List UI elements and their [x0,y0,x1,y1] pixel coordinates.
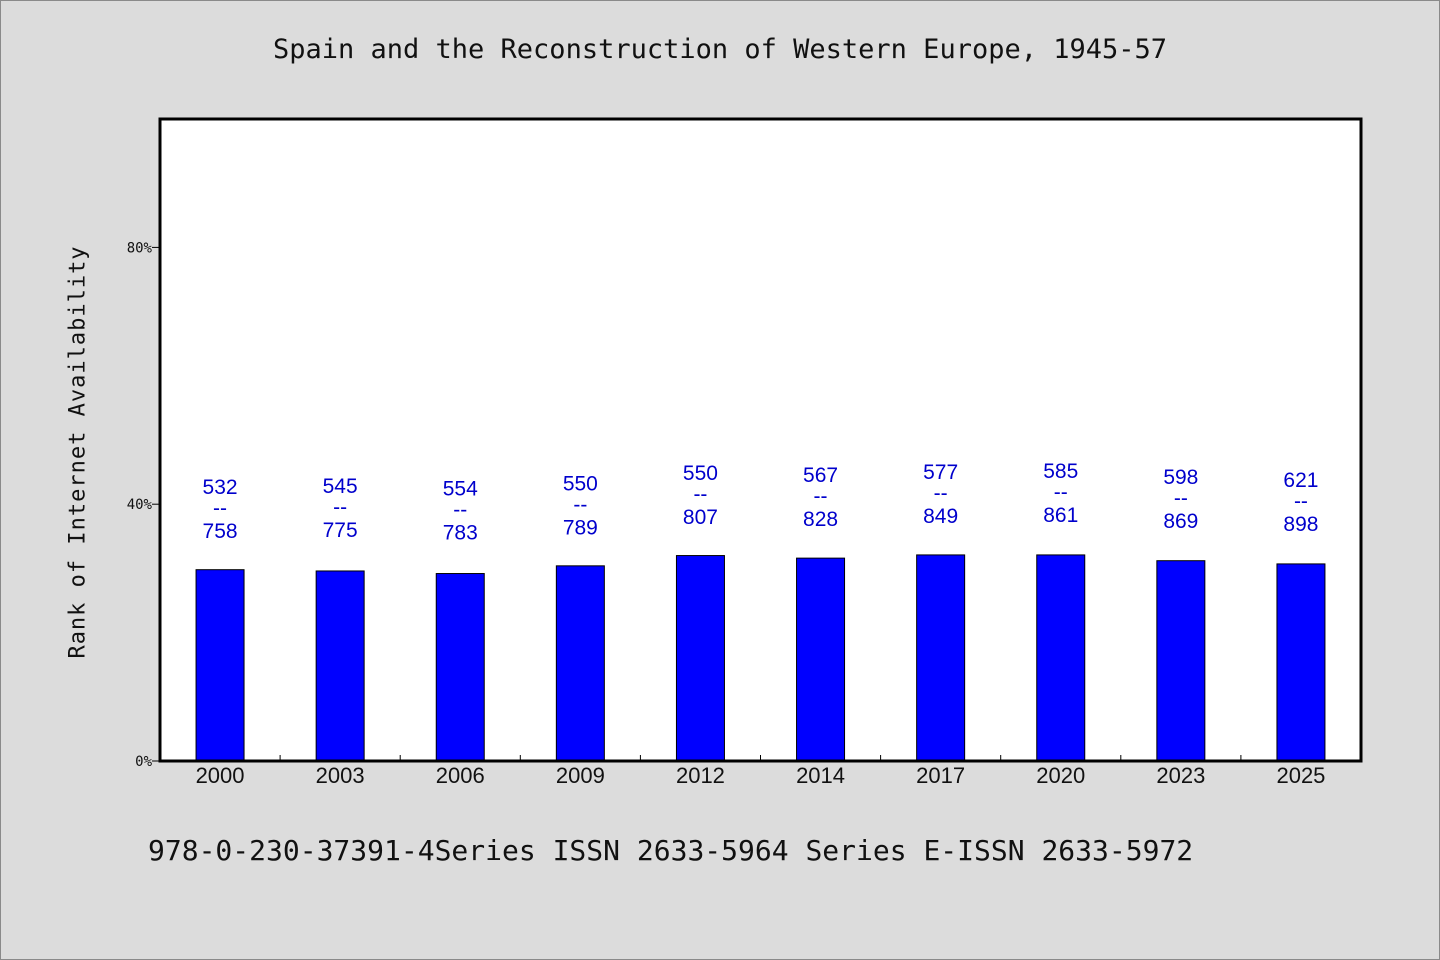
bar-2009 [555,565,605,762]
bars-layer [195,554,1326,762]
y-tick-label-80: 80% [127,240,153,256]
data-label-2009-top: 550 [563,472,598,495]
bar-2012 [675,555,725,762]
data-label-2012-mid: -- [693,483,707,506]
data-label-2000-bottom: 758 [203,520,238,543]
bar-2025 [1276,563,1326,762]
data-label-2020-bottom: 861 [1043,504,1078,527]
isbn-footer: 978-0-230-37391-4Series ISSN 2633-5964 S… [148,834,1194,867]
data-label-2000-mid: -- [213,497,227,520]
data-label-2023-bottom: 869 [1163,510,1198,533]
x-tick-label-2017: 2017 [916,763,965,788]
data-label-2020-top: 585 [1043,460,1078,483]
data-label-2017-mid: -- [934,482,948,505]
bar-2017 [916,554,966,762]
x-tick-label-2023: 2023 [1156,763,1205,788]
data-label-2014-top: 567 [803,464,838,487]
x-tick-label-2012: 2012 [676,763,725,788]
data-label-2023-mid: -- [1174,487,1188,510]
x-tick-label-2020: 2020 [1036,763,1085,788]
data-label-2017-top: 577 [923,461,958,484]
bar-2023 [1156,560,1206,762]
x-tick-label-2025: 2025 [1276,763,1325,788]
x-tick-label-2000: 2000 [196,763,245,788]
x-tick-label-2006: 2006 [436,763,485,788]
data-label-2017-bottom: 849 [923,505,958,528]
data-label-2006-bottom: 783 [443,521,478,544]
data-label-2003-bottom: 775 [323,519,358,542]
data-label-2012-top: 550 [683,462,718,485]
y-tick-label-0: 0% [135,754,152,770]
data-label-2025-mid: -- [1294,490,1308,513]
bar-2014 [796,557,846,762]
data-label-2023-top: 598 [1163,466,1198,489]
data-label-2020-mid: -- [1054,481,1068,504]
data-label-2014-bottom: 828 [803,508,838,531]
data-label-2003-top: 545 [323,475,358,498]
data-label-2025-top: 621 [1283,469,1318,492]
data-label-2025-bottom: 898 [1283,513,1318,536]
data-label-2009-bottom: 789 [563,516,598,539]
chart-title: Spain and the Reconstruction of Western … [272,34,1168,65]
bar-2020 [1036,554,1086,762]
data-label-2009-mid: -- [573,493,587,516]
data-label-2000-top: 532 [203,476,238,499]
plot-border [158,117,1363,763]
data-label-2006-mid: -- [453,498,467,521]
data-label-2012-bottom: 807 [683,506,718,529]
bar-2006 [435,573,485,762]
bar-2000 [195,569,245,762]
data-label-2003-mid: -- [333,496,347,519]
bar-2003 [315,570,365,762]
data-labels-layer: 532--758545--775554--783550--789550--807… [203,460,1319,544]
x-tick-label-2009: 2009 [556,763,605,788]
y-tick-label-40: 40% [127,497,153,513]
data-label-2006-top: 554 [443,477,478,500]
data-label-2014-mid: -- [814,485,828,508]
x-tick-label-2003: 2003 [316,763,365,788]
x-tick-label-2014: 2014 [796,763,845,788]
